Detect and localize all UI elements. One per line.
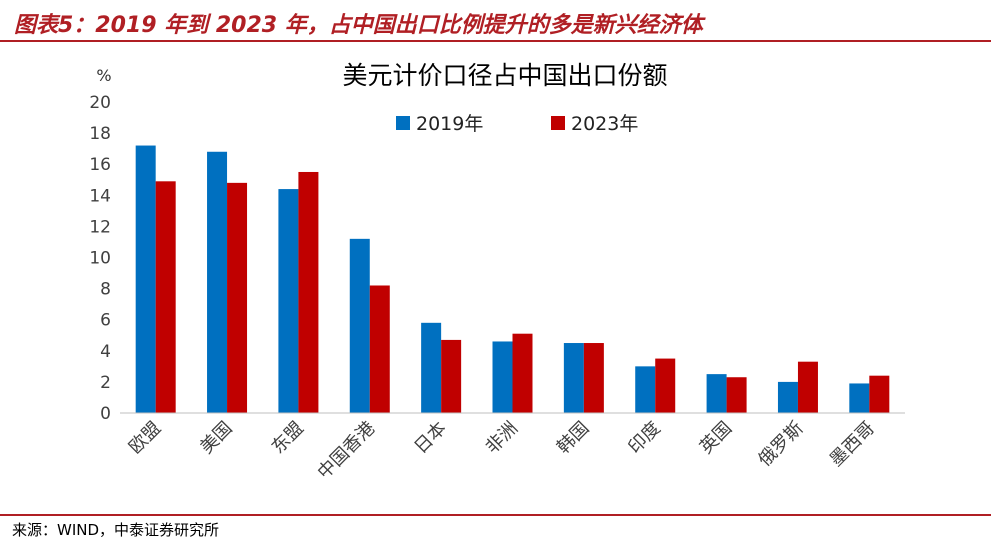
bars: [135, 145, 890, 413]
source-note: 来源：WIND，中泰证券研究所: [12, 521, 220, 539]
bar-2023: [512, 333, 533, 413]
bar-2019: [207, 151, 228, 413]
bar-2019: [278, 189, 299, 413]
x-tick-label: 非洲: [482, 418, 522, 458]
header-divider: [0, 40, 991, 42]
y-tick-label: 2: [100, 373, 111, 393]
bar-2019: [777, 381, 798, 413]
bar-2023: [155, 181, 176, 413]
bar-2023: [298, 171, 319, 413]
x-axis-labels: 欧盟 美国 东盟 中国香港 日本 非洲 韩国 印度 英国 俄罗斯 墨西哥: [125, 418, 879, 484]
y-tick-label: 8: [100, 280, 111, 300]
x-tick-label: 欧盟: [125, 418, 165, 458]
x-tick-label: 中国香港: [314, 418, 380, 484]
bar-2019: [635, 366, 656, 413]
bar-2023: [869, 375, 890, 413]
x-tick-label: 英国: [696, 418, 736, 458]
bar-2019: [492, 341, 513, 413]
x-tick-label: 韩国: [553, 418, 593, 458]
x-tick-label: 日本: [410, 418, 450, 458]
bar-2023: [726, 377, 747, 413]
bar-2023: [797, 361, 818, 413]
footer-divider: [0, 514, 991, 516]
bar-2023: [583, 343, 604, 413]
x-tick-label: 美国: [196, 418, 236, 458]
figure-title: 图表5：2019 年到 2023 年，占中国出口比例提升的多是新兴经济体: [14, 13, 703, 38]
bar-2019: [135, 145, 156, 413]
legend-swatch-2023: [551, 116, 565, 130]
y-tick-label: 12: [89, 217, 111, 237]
legend: 2019年 2023年: [396, 113, 638, 135]
legend-label-2023: 2023年: [571, 113, 638, 135]
x-tick-label: 俄罗斯: [754, 418, 807, 471]
legend-swatch-2019: [396, 116, 410, 130]
bar-2023: [655, 358, 676, 413]
legend-label-2019: 2019年: [416, 113, 483, 135]
y-tick-label: 10: [89, 249, 111, 269]
bar-chart: 美元计价口径占中国出口份额 % 2019年 2023年 0 2 4 6 8 10 12 14 16…: [89, 61, 905, 484]
y-tick-label: 14: [89, 186, 111, 206]
y-tick-label: 20: [89, 93, 111, 113]
bar-2019: [349, 238, 370, 413]
x-tick-label: 东盟: [268, 418, 308, 458]
y-tick-label: 0: [100, 404, 111, 424]
y-tick-label: 18: [89, 124, 111, 144]
report-header: 图表5：2019 年到 2023 年，占中国出口比例提升的多是新兴经济体: [0, 0, 991, 42]
bar-2019: [849, 383, 870, 413]
chart-area: 美元计价口径占中国出口份额 % 2019年 2023年 0 2 4 6 8 10 12 14 16…: [0, 42, 991, 514]
y-tick-label: 16: [89, 155, 111, 175]
y-axis-unit: %: [96, 66, 111, 85]
y-tick-label: 4: [100, 342, 111, 362]
bar-2023: [441, 339, 462, 413]
bar-2023: [227, 182, 248, 413]
y-tick-label: 6: [100, 311, 111, 331]
x-tick-label: 墨西哥: [826, 418, 879, 471]
chart-title: 美元计价口径占中国出口份额: [342, 61, 667, 90]
bar-2023: [369, 285, 390, 413]
bar-2019: [563, 343, 584, 413]
y-axis-ticks: 0 2 4 6 8 10 12 14 16 18 20: [89, 93, 111, 424]
bar-2019: [421, 322, 442, 413]
bar-2019: [706, 374, 727, 413]
x-tick-label: 印度: [624, 418, 664, 458]
